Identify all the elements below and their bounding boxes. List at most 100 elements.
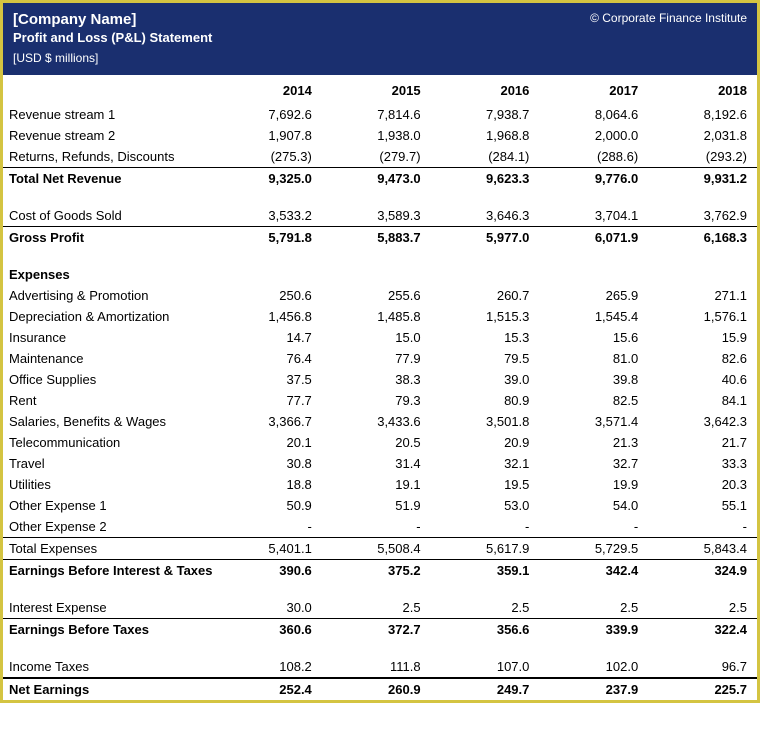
- value-cell: 9,623.3: [431, 168, 540, 190]
- value-cell: 3,762.9: [648, 205, 757, 227]
- table-row: Depreciation & Amortization1,456.81,485.…: [3, 306, 757, 327]
- value-cell: 77.7: [213, 390, 322, 411]
- year-header: 2015: [322, 75, 431, 104]
- row-label: Earnings Before Taxes: [3, 619, 213, 641]
- value-cell: 21.3: [539, 432, 648, 453]
- year-header: 2014: [213, 75, 322, 104]
- value-cell: (284.1): [431, 146, 540, 168]
- value-cell: 77.9: [322, 348, 431, 369]
- value-cell: 31.4: [322, 453, 431, 474]
- value-cell: 2,000.0: [539, 125, 648, 146]
- row-label: Insurance: [3, 327, 213, 348]
- value-cell: 19.1: [322, 474, 431, 495]
- value-cell: 225.7: [648, 678, 757, 700]
- table-row: Earnings Before Taxes360.6372.7356.6339.…: [3, 619, 757, 641]
- value-cell: 9,473.0: [322, 168, 431, 190]
- value-cell: 5,791.8: [213, 227, 322, 249]
- year-header: 2017: [539, 75, 648, 104]
- row-label: Expenses: [3, 264, 213, 285]
- value-cell: 1,968.8: [431, 125, 540, 146]
- value-cell: 250.6: [213, 285, 322, 306]
- row-label: Utilities: [3, 474, 213, 495]
- value-cell: 30.8: [213, 453, 322, 474]
- row-label: Revenue stream 2: [3, 125, 213, 146]
- blank-header: [3, 75, 213, 104]
- value-cell: 2,031.8: [648, 125, 757, 146]
- value-cell: 15.3: [431, 327, 540, 348]
- table-row: Revenue stream 21,907.81,938.01,968.82,0…: [3, 125, 757, 146]
- table-row: Gross Profit5,791.85,883.75,977.06,071.9…: [3, 227, 757, 249]
- value-cell: 80.9: [431, 390, 540, 411]
- value-cell: 9,776.0: [539, 168, 648, 190]
- spacer-cell: [3, 248, 757, 264]
- value-cell: 3,366.7: [213, 411, 322, 432]
- value-cell: 8,064.6: [539, 104, 648, 125]
- document-subtitle: Profit and Loss (P&L) Statement: [13, 30, 747, 45]
- value-cell: 237.9: [539, 678, 648, 700]
- value-cell: -: [539, 516, 648, 538]
- value-cell: 84.1: [648, 390, 757, 411]
- value-cell: [431, 264, 540, 285]
- value-cell: 32.7: [539, 453, 648, 474]
- table-row: Travel30.831.432.132.733.3: [3, 453, 757, 474]
- value-cell: 2.5: [322, 597, 431, 619]
- value-cell: 356.6: [431, 619, 540, 641]
- row-label: Income Taxes: [3, 656, 213, 678]
- value-cell: 102.0: [539, 656, 648, 678]
- row-label: Salaries, Benefits & Wages: [3, 411, 213, 432]
- value-cell: 14.7: [213, 327, 322, 348]
- value-cell: 19.5: [431, 474, 540, 495]
- value-cell: 2.5: [648, 597, 757, 619]
- value-cell: 5,843.4: [648, 538, 757, 560]
- document-header: [Company Name] Profit and Loss (P&L) Sta…: [3, 3, 757, 75]
- value-cell: (288.6): [539, 146, 648, 168]
- value-cell: 3,533.2: [213, 205, 322, 227]
- value-cell: -: [648, 516, 757, 538]
- row-label: Gross Profit: [3, 227, 213, 249]
- value-cell: 1,485.8: [322, 306, 431, 327]
- table-row: [3, 640, 757, 656]
- value-cell: 372.7: [322, 619, 431, 641]
- value-cell: 79.5: [431, 348, 540, 369]
- value-cell: 50.9: [213, 495, 322, 516]
- value-cell: 2.5: [539, 597, 648, 619]
- value-cell: 1,907.8: [213, 125, 322, 146]
- table-row: Advertising & Promotion250.6255.6260.726…: [3, 285, 757, 306]
- value-cell: 18.8: [213, 474, 322, 495]
- value-cell: (293.2): [648, 146, 757, 168]
- value-cell: 5,977.0: [431, 227, 540, 249]
- value-cell: 38.3: [322, 369, 431, 390]
- value-cell: 6,168.3: [648, 227, 757, 249]
- table-row: Total Expenses5,401.15,508.45,617.95,729…: [3, 538, 757, 560]
- table-row: Income Taxes108.2111.8107.0102.096.7: [3, 656, 757, 678]
- table-row: Other Expense 150.951.953.054.055.1: [3, 495, 757, 516]
- value-cell: 15.9: [648, 327, 757, 348]
- value-cell: 1,545.4: [539, 306, 648, 327]
- row-label: Net Earnings: [3, 678, 213, 700]
- value-cell: 260.7: [431, 285, 540, 306]
- table-row: [3, 248, 757, 264]
- value-cell: 79.3: [322, 390, 431, 411]
- table-row: Other Expense 2-----: [3, 516, 757, 538]
- value-cell: [648, 264, 757, 285]
- year-header: 2016: [431, 75, 540, 104]
- value-cell: 19.9: [539, 474, 648, 495]
- table-row: Salaries, Benefits & Wages3,366.73,433.6…: [3, 411, 757, 432]
- row-label: Advertising & Promotion: [3, 285, 213, 306]
- value-cell: 107.0: [431, 656, 540, 678]
- value-cell: 3,501.8: [431, 411, 540, 432]
- value-cell: 5,508.4: [322, 538, 431, 560]
- row-label: Returns, Refunds, Discounts: [3, 146, 213, 168]
- value-cell: 82.5: [539, 390, 648, 411]
- value-cell: 96.7: [648, 656, 757, 678]
- row-label: Maintenance: [3, 348, 213, 369]
- table-row: Net Earnings252.4260.9249.7237.9225.7: [3, 678, 757, 700]
- value-cell: 342.4: [539, 560, 648, 582]
- table-row: Telecommunication20.120.520.921.321.7: [3, 432, 757, 453]
- row-label: Interest Expense: [3, 597, 213, 619]
- value-cell: 7,692.6: [213, 104, 322, 125]
- value-cell: 390.6: [213, 560, 322, 582]
- table-row: Expenses: [3, 264, 757, 285]
- table-row: Total Net Revenue9,325.09,473.09,623.39,…: [3, 168, 757, 190]
- value-cell: 76.4: [213, 348, 322, 369]
